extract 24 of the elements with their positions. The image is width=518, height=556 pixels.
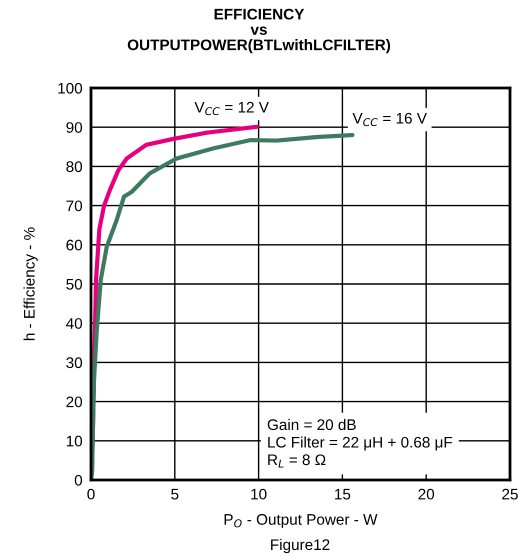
y-tick-label: 80: [66, 161, 82, 172]
y-tick-label: 20: [66, 396, 82, 408]
x-tick-label: 5: [171, 488, 178, 500]
y-tick-label: 40: [66, 318, 82, 329]
y-tick-label: 30: [66, 357, 82, 368]
caption: Figure12: [271, 538, 330, 554]
y-tick-label: 70: [66, 200, 82, 212]
y-tick-label: 10: [66, 436, 82, 446]
y-tick-label: 60: [66, 240, 82, 250]
y-tick-label: 90: [66, 122, 82, 133]
series-label: V$_{CC}$ = 12 V: [194, 102, 269, 116]
y-tick-label: 0: [74, 474, 82, 486]
y-tick-label: 50: [66, 278, 82, 290]
x-tick-label: 0: [87, 488, 95, 500]
chart-title: EFFICIENCY vs OUTPUTPOWER(BTLwithLCFILTER): [128, 8, 390, 54]
x-tick-label: 10: [251, 488, 266, 500]
x-axis-title: P$_{O}$ - Output Power - W: [224, 514, 378, 528]
x-tick-label: 20: [418, 488, 434, 500]
x-tick-label: 15: [335, 488, 350, 500]
x-tick-label: 25: [502, 488, 518, 500]
series-label: V$_{CC}$ = 16 V: [352, 112, 427, 126]
annotation: Gain = 20 dB LC Filter = 22 μH + 0.68 μF R$_{L}$ = 8 Ω: [268, 418, 452, 468]
y-axis-title: h - Efficiency - %: [23, 227, 38, 340]
y-tick-label: 100: [58, 82, 82, 94]
